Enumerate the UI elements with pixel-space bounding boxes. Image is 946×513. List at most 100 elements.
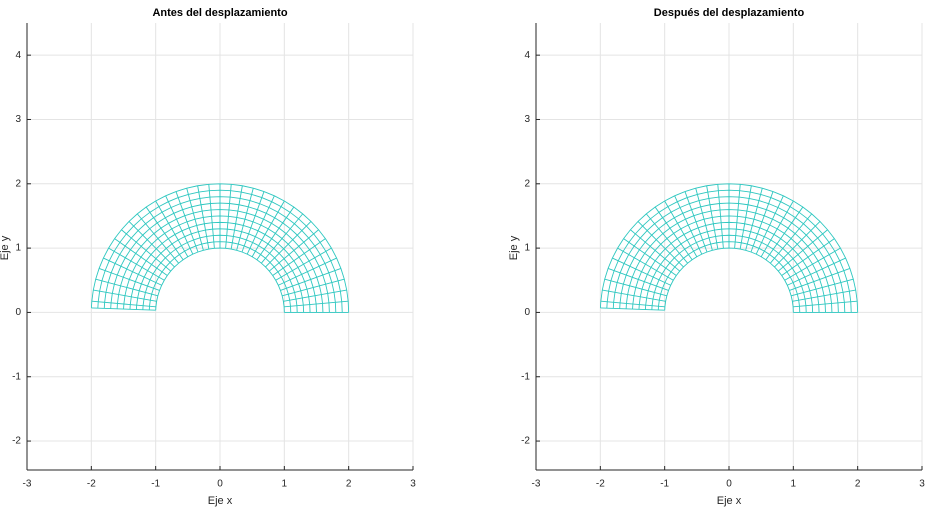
mesh-radial <box>93 289 157 302</box>
mesh-radial <box>684 191 708 253</box>
mesh-radial <box>695 188 713 251</box>
axes: -3 -2 -1 0 1 2 3 -2 -1 0 1 2 3 4 Después del desplazam… <box>508 7 925 507</box>
y-tick-label: -1 <box>521 371 530 382</box>
mesh-radial <box>645 213 688 264</box>
x-tick-label: 1 <box>282 479 288 490</box>
mesh-radial <box>114 238 168 276</box>
mesh-radial <box>630 229 681 272</box>
x-tick-label: -1 <box>660 479 669 490</box>
x-tick-label: 2 <box>346 479 352 490</box>
mesh-radial <box>760 200 794 257</box>
mesh-arc <box>90 183 350 313</box>
mesh-radial <box>91 307 156 311</box>
mesh-radial <box>280 268 342 291</box>
mesh-radial <box>241 191 265 253</box>
mesh-radial <box>750 191 774 253</box>
y-tick-label: 1 <box>15 243 21 254</box>
y-tick-label: 2 <box>15 178 21 189</box>
y-tick-label: -2 <box>521 436 530 447</box>
mesh-radial <box>275 247 332 281</box>
mesh-radial <box>225 184 232 249</box>
mesh-radial <box>637 221 684 268</box>
mesh-radial <box>755 195 784 255</box>
mesh-radial <box>256 206 295 260</box>
mesh-radial <box>208 184 215 249</box>
mesh-radial <box>136 213 179 264</box>
y-tick-label: -2 <box>12 436 21 447</box>
mesh-radial <box>103 257 162 286</box>
mesh-radial <box>607 268 669 291</box>
mesh-radial <box>186 188 204 251</box>
mesh-radial <box>612 257 671 286</box>
y-axis-label: Eje y <box>0 235 11 260</box>
mesh-radial <box>283 289 347 302</box>
mesh-radial <box>165 195 194 255</box>
mesh-radial <box>784 247 841 281</box>
y-tick-label: 0 <box>524 307 530 318</box>
mesh-radial <box>777 229 828 272</box>
y-tick-label: -1 <box>12 371 21 382</box>
chart-title: Después del desplazamiento <box>654 7 805 19</box>
x-axis-label: Eje x <box>717 495 742 507</box>
mesh-radial <box>664 200 698 257</box>
mesh-radial <box>600 300 665 308</box>
axes: -3 -2 -1 0 1 2 3 -2 -1 0 1 2 3 4 Antes del desplazamie… <box>0 7 416 507</box>
mesh-radial <box>261 213 304 264</box>
mesh-radial <box>108 247 165 281</box>
mesh-radial <box>602 289 666 302</box>
y-axis-label: Eje y <box>508 235 520 260</box>
mesh-radial <box>121 229 172 272</box>
mesh-radial <box>246 195 275 255</box>
y-tick-label: 4 <box>524 50 530 61</box>
mesh-radial <box>791 278 854 297</box>
mesh-radial <box>155 200 189 257</box>
mesh-radial <box>272 238 326 276</box>
mesh-radial <box>734 184 741 249</box>
mesh-radial <box>765 206 804 260</box>
mesh-radial <box>774 221 821 268</box>
mesh-radial <box>792 289 856 302</box>
mesh-radial <box>674 195 703 255</box>
y-tick-label: 3 <box>524 114 530 125</box>
mesh-radial <box>600 307 665 311</box>
mesh-arc <box>155 247 285 313</box>
x-tick-label: -2 <box>87 479 96 490</box>
mesh-arc <box>599 183 859 313</box>
chart-title: Antes del desplazamiento <box>152 7 287 19</box>
mesh-radial <box>197 185 210 250</box>
mesh-radial <box>128 221 175 268</box>
mesh-radial <box>781 238 835 276</box>
y-tick-label: 0 <box>15 307 21 318</box>
mesh-radial <box>745 188 763 251</box>
y-tick-label: 4 <box>15 50 21 61</box>
mesh-radial <box>175 191 199 253</box>
x-tick-label: 3 <box>919 479 925 490</box>
mesh-radial <box>706 185 719 250</box>
y-tick-label: 1 <box>524 243 530 254</box>
mesh-radial <box>251 200 285 257</box>
y-tick-label: 2 <box>524 178 530 189</box>
mesh-radial <box>623 238 677 276</box>
mesh-radial <box>793 300 858 308</box>
mesh-radial <box>617 247 674 281</box>
x-tick-label: 0 <box>217 479 223 490</box>
x-tick-label: -1 <box>151 479 160 490</box>
x-tick-label: 2 <box>855 479 861 490</box>
mesh-radial <box>789 268 851 291</box>
mesh-radial <box>284 300 349 308</box>
mesh-radial <box>236 188 254 251</box>
mesh-radial <box>268 229 319 272</box>
mesh-radial <box>145 206 184 260</box>
x-tick-label: 3 <box>410 479 416 490</box>
mesh-radial <box>95 278 158 297</box>
x-tick-label: -3 <box>23 479 32 490</box>
mesh-radial <box>278 257 337 286</box>
mesh-radial <box>98 268 160 291</box>
x-axis-label: Eje x <box>208 495 233 507</box>
mesh-radial <box>91 300 156 308</box>
mesh-radial <box>739 185 752 250</box>
x-tick-label: -2 <box>596 479 605 490</box>
mesh-radial <box>282 278 345 297</box>
x-tick-label: -3 <box>532 479 541 490</box>
